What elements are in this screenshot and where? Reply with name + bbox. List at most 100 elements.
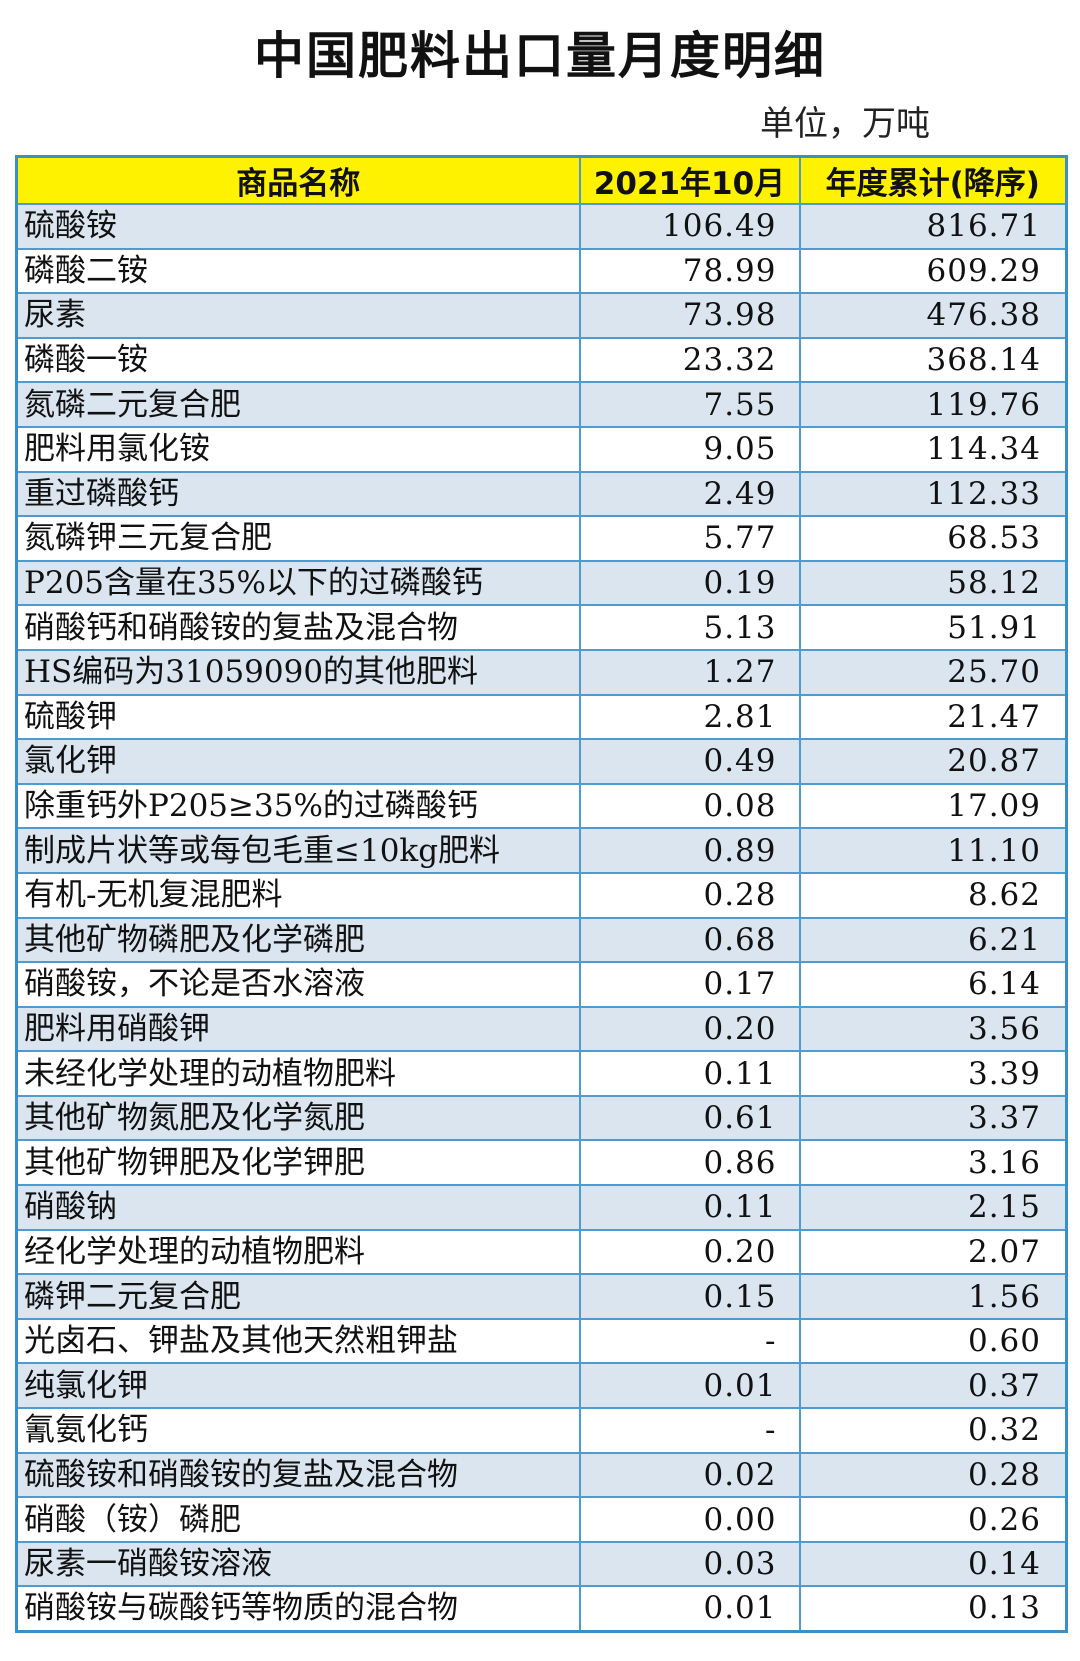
product-name-cell: 其他矿物氮肥及化学氮肥: [15, 1094, 581, 1142]
ytd-value-cell: 0.32: [798, 1407, 1068, 1454]
month-value-cell: 0.01: [578, 1362, 801, 1410]
month-value-cell: 5.77: [578, 515, 801, 562]
month-value-cell: 9.05: [578, 425, 801, 473]
month-value-cell: 73.98: [578, 292, 801, 339]
table-row: 尿素一硝酸铵溶液 0.03 0.14: [15, 1540, 1068, 1588]
product-name-cell: 氮磷钾三元复合肥: [15, 515, 581, 562]
product-name-cell: 硝酸（铵）磷肥: [15, 1496, 581, 1543]
table-row: 有机-无机复混肥料 0.28 8.62: [15, 871, 1068, 919]
month-value-cell: 1.27: [578, 648, 801, 696]
month-value-cell: 0.28: [578, 871, 801, 919]
ytd-value-cell: 609.29: [798, 247, 1068, 295]
table-row: HS编码为31059090的其他肥料 1.27 25.70: [15, 648, 1068, 696]
product-name-cell: 尿素一硝酸铵溶液: [15, 1540, 581, 1588]
table-row: 氰氨化钙 -0.32: [15, 1407, 1068, 1454]
product-name-cell: 氯化钾: [15, 738, 581, 785]
ytd-value-cell: 119.76: [798, 381, 1068, 428]
product-name-cell: 纯氯化钾: [15, 1362, 581, 1410]
table-row: 硝酸（铵）磷肥 0.00 0.26: [15, 1496, 1068, 1543]
month-value-cell: 0.11: [578, 1184, 801, 1231]
month-value-cell: 0.89: [578, 827, 801, 874]
product-name-cell: HS编码为31059090的其他肥料: [15, 648, 581, 696]
column-header-ytd: 年度累计(降序): [798, 155, 1068, 205]
ytd-value-cell: 8.62: [798, 871, 1068, 919]
table-row: 尿素 73.98 476.38: [15, 292, 1068, 339]
month-value-cell: 0.49: [578, 738, 801, 785]
month-value-cell: 78.99: [578, 247, 801, 295]
table-row: 未经化学处理的动植物肥料 0.11 3.39: [15, 1050, 1068, 1097]
ytd-value-cell: 0.26: [798, 1496, 1068, 1543]
table-row: 经化学处理的动植物肥料 0.20 2.07: [15, 1228, 1068, 1276]
table-row: 磷酸一铵 23.32 368.14: [15, 336, 1068, 384]
month-value-cell: 0.00: [578, 1496, 801, 1543]
ytd-value-cell: 112.33: [798, 470, 1068, 518]
table-row: 硝酸钠 0.11 2.15: [15, 1184, 1068, 1231]
month-value-cell: 7.55: [578, 381, 801, 428]
table-row: 氮磷钾三元复合肥 5.77 68.53: [15, 515, 1068, 562]
ytd-value-cell: 114.34: [798, 425, 1068, 473]
product-name-cell: 氰氨化钙: [15, 1407, 581, 1454]
product-name-cell: 尿素: [15, 292, 581, 339]
product-name-cell: 制成片状等或每包毛重≤10kg肥料: [15, 827, 581, 874]
table-row: 其他矿物磷肥及化学磷肥 0.68 6.21: [15, 916, 1068, 964]
product-name-cell: 重过磷酸钙: [15, 470, 581, 518]
ytd-value-cell: 3.56: [798, 1005, 1068, 1053]
data-table-container: 商品名称 2021年10月 年度累计(降序) 硫酸铵 106.49 816.71 磷酸…: [15, 155, 1068, 1633]
table-row: P205含量在35%以下的过磷酸钙 0.19 58.12: [15, 559, 1068, 607]
month-value-cell: 23.32: [578, 336, 801, 384]
table-row: 氯化钾 0.49 20.87: [15, 738, 1068, 785]
ytd-value-cell: 816.71: [798, 203, 1068, 250]
product-name-cell: 硝酸钙和硝酸铵的复盐及混合物: [15, 604, 581, 651]
fertilizer-export-table: 商品名称 2021年10月 年度累计(降序) 硫酸铵 106.49 816.71 磷酸…: [15, 155, 1068, 1633]
product-name-cell: 肥料用氯化铵: [15, 425, 581, 473]
ytd-value-cell: 6.21: [798, 916, 1068, 964]
ytd-value-cell: 25.70: [798, 648, 1068, 696]
product-name-cell: 硝酸钠: [15, 1184, 581, 1231]
product-name-cell: 其他矿物磷肥及化学磷肥: [15, 916, 581, 964]
product-name-cell: 硝酸铵，不论是否水溶液: [15, 961, 581, 1008]
table-row: 纯氯化钾 0.01 0.37: [15, 1362, 1068, 1410]
ytd-value-cell: 3.37: [798, 1094, 1068, 1142]
product-name-cell: P205含量在35%以下的过磷酸钙: [15, 559, 581, 607]
month-value-cell: 5.13: [578, 604, 801, 651]
month-value-cell: 2.81: [578, 693, 801, 741]
product-name-cell: 经化学处理的动植物肥料: [15, 1228, 581, 1276]
ytd-value-cell: 20.87: [798, 738, 1068, 785]
month-value-cell: 0.68: [578, 916, 801, 964]
month-value-cell: -: [578, 1317, 801, 1365]
unit-label: 单位，万吨: [760, 104, 930, 144]
ytd-value-cell: 0.28: [798, 1451, 1068, 1499]
ytd-value-cell: 0.13: [798, 1585, 1068, 1632]
table-row: 除重钙外P205≥35%的过磷酸钙 0.08 17.09: [15, 782, 1068, 830]
product-name-cell: 硝酸铵与碳酸钙等物质的混合物: [15, 1585, 581, 1632]
product-name-cell: 除重钙外P205≥35%的过磷酸钙: [15, 782, 581, 830]
product-name-cell: 肥料用硝酸钾: [15, 1005, 581, 1053]
table-row: 硝酸钙和硝酸铵的复盐及混合物 5.13 51.91: [15, 604, 1068, 651]
ytd-value-cell: 17.09: [798, 782, 1068, 830]
month-value-cell: 0.19: [578, 559, 801, 607]
ytd-value-cell: 11.10: [798, 827, 1068, 874]
ytd-value-cell: 3.39: [798, 1050, 1068, 1097]
month-value-cell: -: [578, 1407, 801, 1454]
table-row: 硝酸铵与碳酸钙等物质的混合物 0.01 0.13: [15, 1585, 1068, 1632]
table-row: 硫酸铵 106.49 816.71: [15, 203, 1068, 250]
month-value-cell: 0.86: [578, 1139, 801, 1187]
product-name-cell: 光卤石、钾盐及其他天然粗钾盐: [15, 1317, 581, 1365]
month-value-cell: 2.49: [578, 470, 801, 518]
month-value-cell: 0.15: [578, 1273, 801, 1320]
month-value-cell: 0.02: [578, 1451, 801, 1499]
product-name-cell: 其他矿物钾肥及化学钾肥: [15, 1139, 581, 1187]
table-row: 磷酸二铵 78.99 609.29: [15, 247, 1068, 295]
ytd-value-cell: 0.60: [798, 1317, 1068, 1365]
ytd-value-cell: 68.53: [798, 515, 1068, 562]
table-row: 磷钾二元复合肥 0.15 1.56: [15, 1273, 1068, 1320]
table-body: 硫酸铵 106.49 816.71 磷酸二铵 78.99 609.29 尿素 73.98 476…: [15, 203, 1068, 1632]
ytd-value-cell: 6.14: [798, 961, 1068, 1008]
table-row: 其他矿物钾肥及化学钾肥 0.86 3.16: [15, 1139, 1068, 1187]
product-name-cell: 氮磷二元复合肥: [15, 381, 581, 428]
month-value-cell: 0.08: [578, 782, 801, 830]
ytd-value-cell: 58.12: [798, 559, 1068, 607]
table-row: 重过磷酸钙 2.49 112.33: [15, 470, 1068, 518]
ytd-value-cell: 3.16: [798, 1139, 1068, 1187]
ytd-value-cell: 1.56: [798, 1273, 1068, 1320]
